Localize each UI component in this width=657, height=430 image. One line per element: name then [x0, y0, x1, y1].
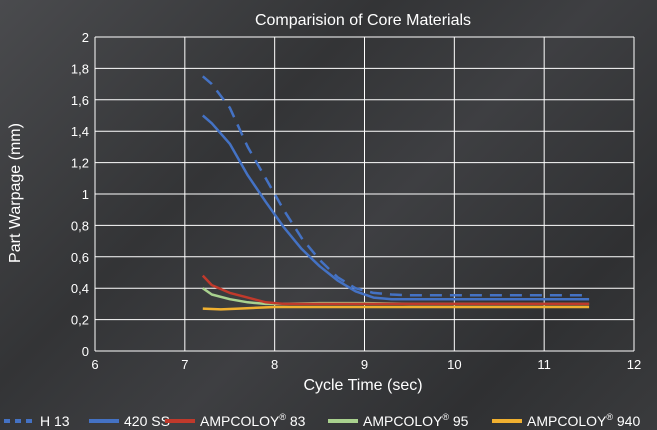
legend-label: AMPCOLOY® 940: [527, 412, 640, 429]
x-tick-label: 11: [537, 357, 551, 372]
y-tick-label: 1,2: [71, 156, 89, 171]
series-line-2: [201, 114, 590, 301]
y-tick-label: 1,8: [71, 61, 89, 76]
y-tick-label: 0,2: [71, 313, 89, 328]
y-tick-label: 1: [82, 187, 89, 202]
legend-label: AMPCOLOY® 95: [363, 412, 469, 429]
y-tick-label: 0,4: [71, 281, 89, 296]
y-tick-label: 0,6: [71, 250, 89, 265]
series-lines: [201, 75, 590, 311]
series-line-3: [201, 274, 590, 306]
y-tick-label: 0: [82, 344, 89, 359]
x-tick-label: 8: [271, 357, 278, 372]
legend-label: 420 SS: [124, 413, 170, 429]
series-line-5: [202, 305, 590, 311]
legend-label: H 13: [40, 413, 70, 429]
x-tick-label: 10: [447, 357, 461, 372]
y-tick-label: 1,6: [71, 93, 89, 108]
y-axis-label: Part Warpage (mm): [7, 123, 24, 263]
x-axis-label: Cycle Time (sec): [303, 377, 422, 394]
chart-title: Comparision of Core Materials: [255, 12, 471, 29]
legend: H 13 420 SS AMPCOLOY® 83 AMPCOLOY® 95 AMPCOL…: [4, 412, 640, 429]
y-tick-label: 0,8: [71, 218, 89, 233]
x-tick-label: 12: [627, 357, 641, 372]
legend-label: AMPCOLOY® 83: [200, 412, 306, 429]
y-tick-label: 2: [82, 30, 89, 45]
series-line-1: [201, 75, 590, 297]
y-tick-label: 1,4: [71, 124, 89, 139]
x-tick-label: 6: [91, 357, 98, 372]
grid: [94, 36, 635, 352]
x-tick-label: 7: [181, 357, 188, 372]
x-tick-label: 9: [361, 357, 368, 372]
tick-labels: 6 7 8 9 10 11 12 0 0,2 0,4 0,6 0,8 1 1,2 1,4 1,6 1,8 2: [71, 30, 641, 372]
